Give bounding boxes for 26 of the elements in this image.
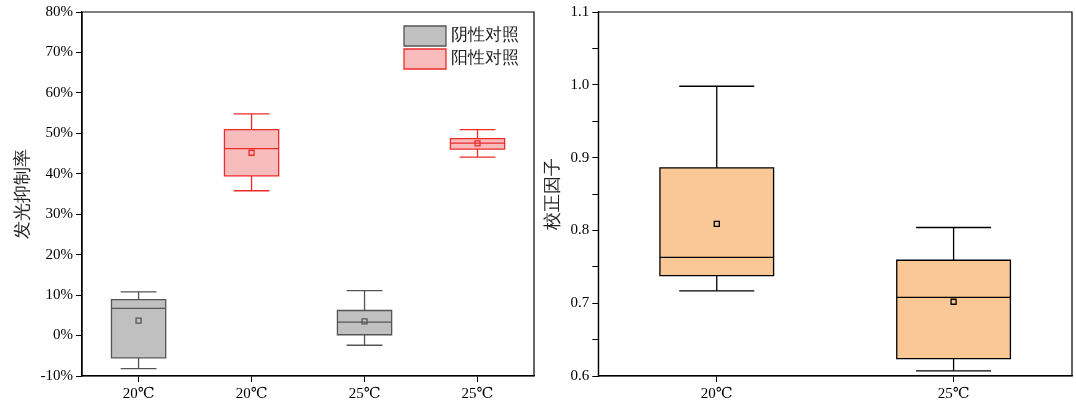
y-tick-label: 50%: [45, 124, 74, 141]
y-tick-label: 10%: [45, 286, 74, 303]
y-tick-label: 1.1: [570, 2, 590, 19]
legend-label: 阳性对照: [451, 48, 519, 68]
y-tick-label: 0%: [53, 326, 74, 343]
y-axis-title: 校正因子: [541, 158, 562, 231]
legend-label: 阴性对照: [451, 25, 519, 45]
x-tick-label: 25℃: [461, 384, 494, 401]
y-tick-label: 60%: [45, 83, 74, 100]
y-tick-label: 80%: [45, 2, 74, 19]
x-tick-label: 20℃: [235, 384, 268, 401]
x-tick-label: 20℃: [700, 384, 733, 401]
x-tick-label: 25℃: [937, 384, 970, 401]
y-tick-label: 0.7: [570, 294, 590, 311]
x-tick-label: 25℃: [348, 384, 381, 401]
y-axis-title: 发光抑制率: [11, 149, 32, 239]
y-tick-label: 70%: [45, 43, 74, 60]
y-tick-label: 20%: [45, 245, 74, 262]
y-tick-label: 40%: [45, 164, 74, 181]
y-tick-label: 30%: [45, 205, 74, 222]
y-tick-label: 0.8: [570, 221, 590, 238]
y-tick-label: -10%: [40, 366, 74, 383]
y-tick-label: 0.6: [570, 366, 590, 383]
x-tick-label: 20℃: [122, 384, 155, 401]
y-tick-label: 1.0: [570, 75, 590, 92]
y-tick-label: 0.9: [570, 148, 590, 165]
